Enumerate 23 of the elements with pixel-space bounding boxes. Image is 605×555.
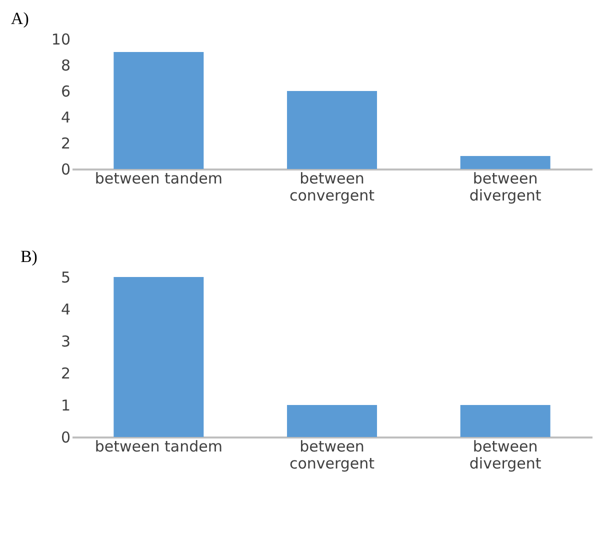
chart-title: A) <box>10 9 29 28</box>
y-tick-label: 0 <box>60 428 70 446</box>
bar <box>460 156 550 169</box>
x-tick-label: between convergent <box>289 170 375 204</box>
y-tick-label: 3 <box>60 332 70 350</box>
x-tick-label: between convergent <box>289 438 375 472</box>
y-tick-label: 4 <box>60 300 70 318</box>
y-tick-label: 8 <box>60 56 70 74</box>
x-tick-label: between tandem <box>94 170 222 188</box>
x-tick-label: between tandem <box>94 438 222 456</box>
y-tick-label: 10 <box>51 30 70 48</box>
y-tick-label: 2 <box>60 134 70 152</box>
y-tick-label: 1 <box>60 396 70 414</box>
x-tick-label: between divergent <box>469 170 542 204</box>
bar <box>114 52 204 169</box>
x-tick-label: between divergent <box>469 438 542 472</box>
y-tick-label: 6 <box>60 82 70 100</box>
y-tick-label: 2 <box>60 364 70 382</box>
y-tick-label: 4 <box>60 108 70 126</box>
y-tick-label: 0 <box>60 160 70 178</box>
bar <box>287 91 377 169</box>
chart-title: B) <box>20 247 38 266</box>
y-tick-label: 5 <box>60 268 70 286</box>
